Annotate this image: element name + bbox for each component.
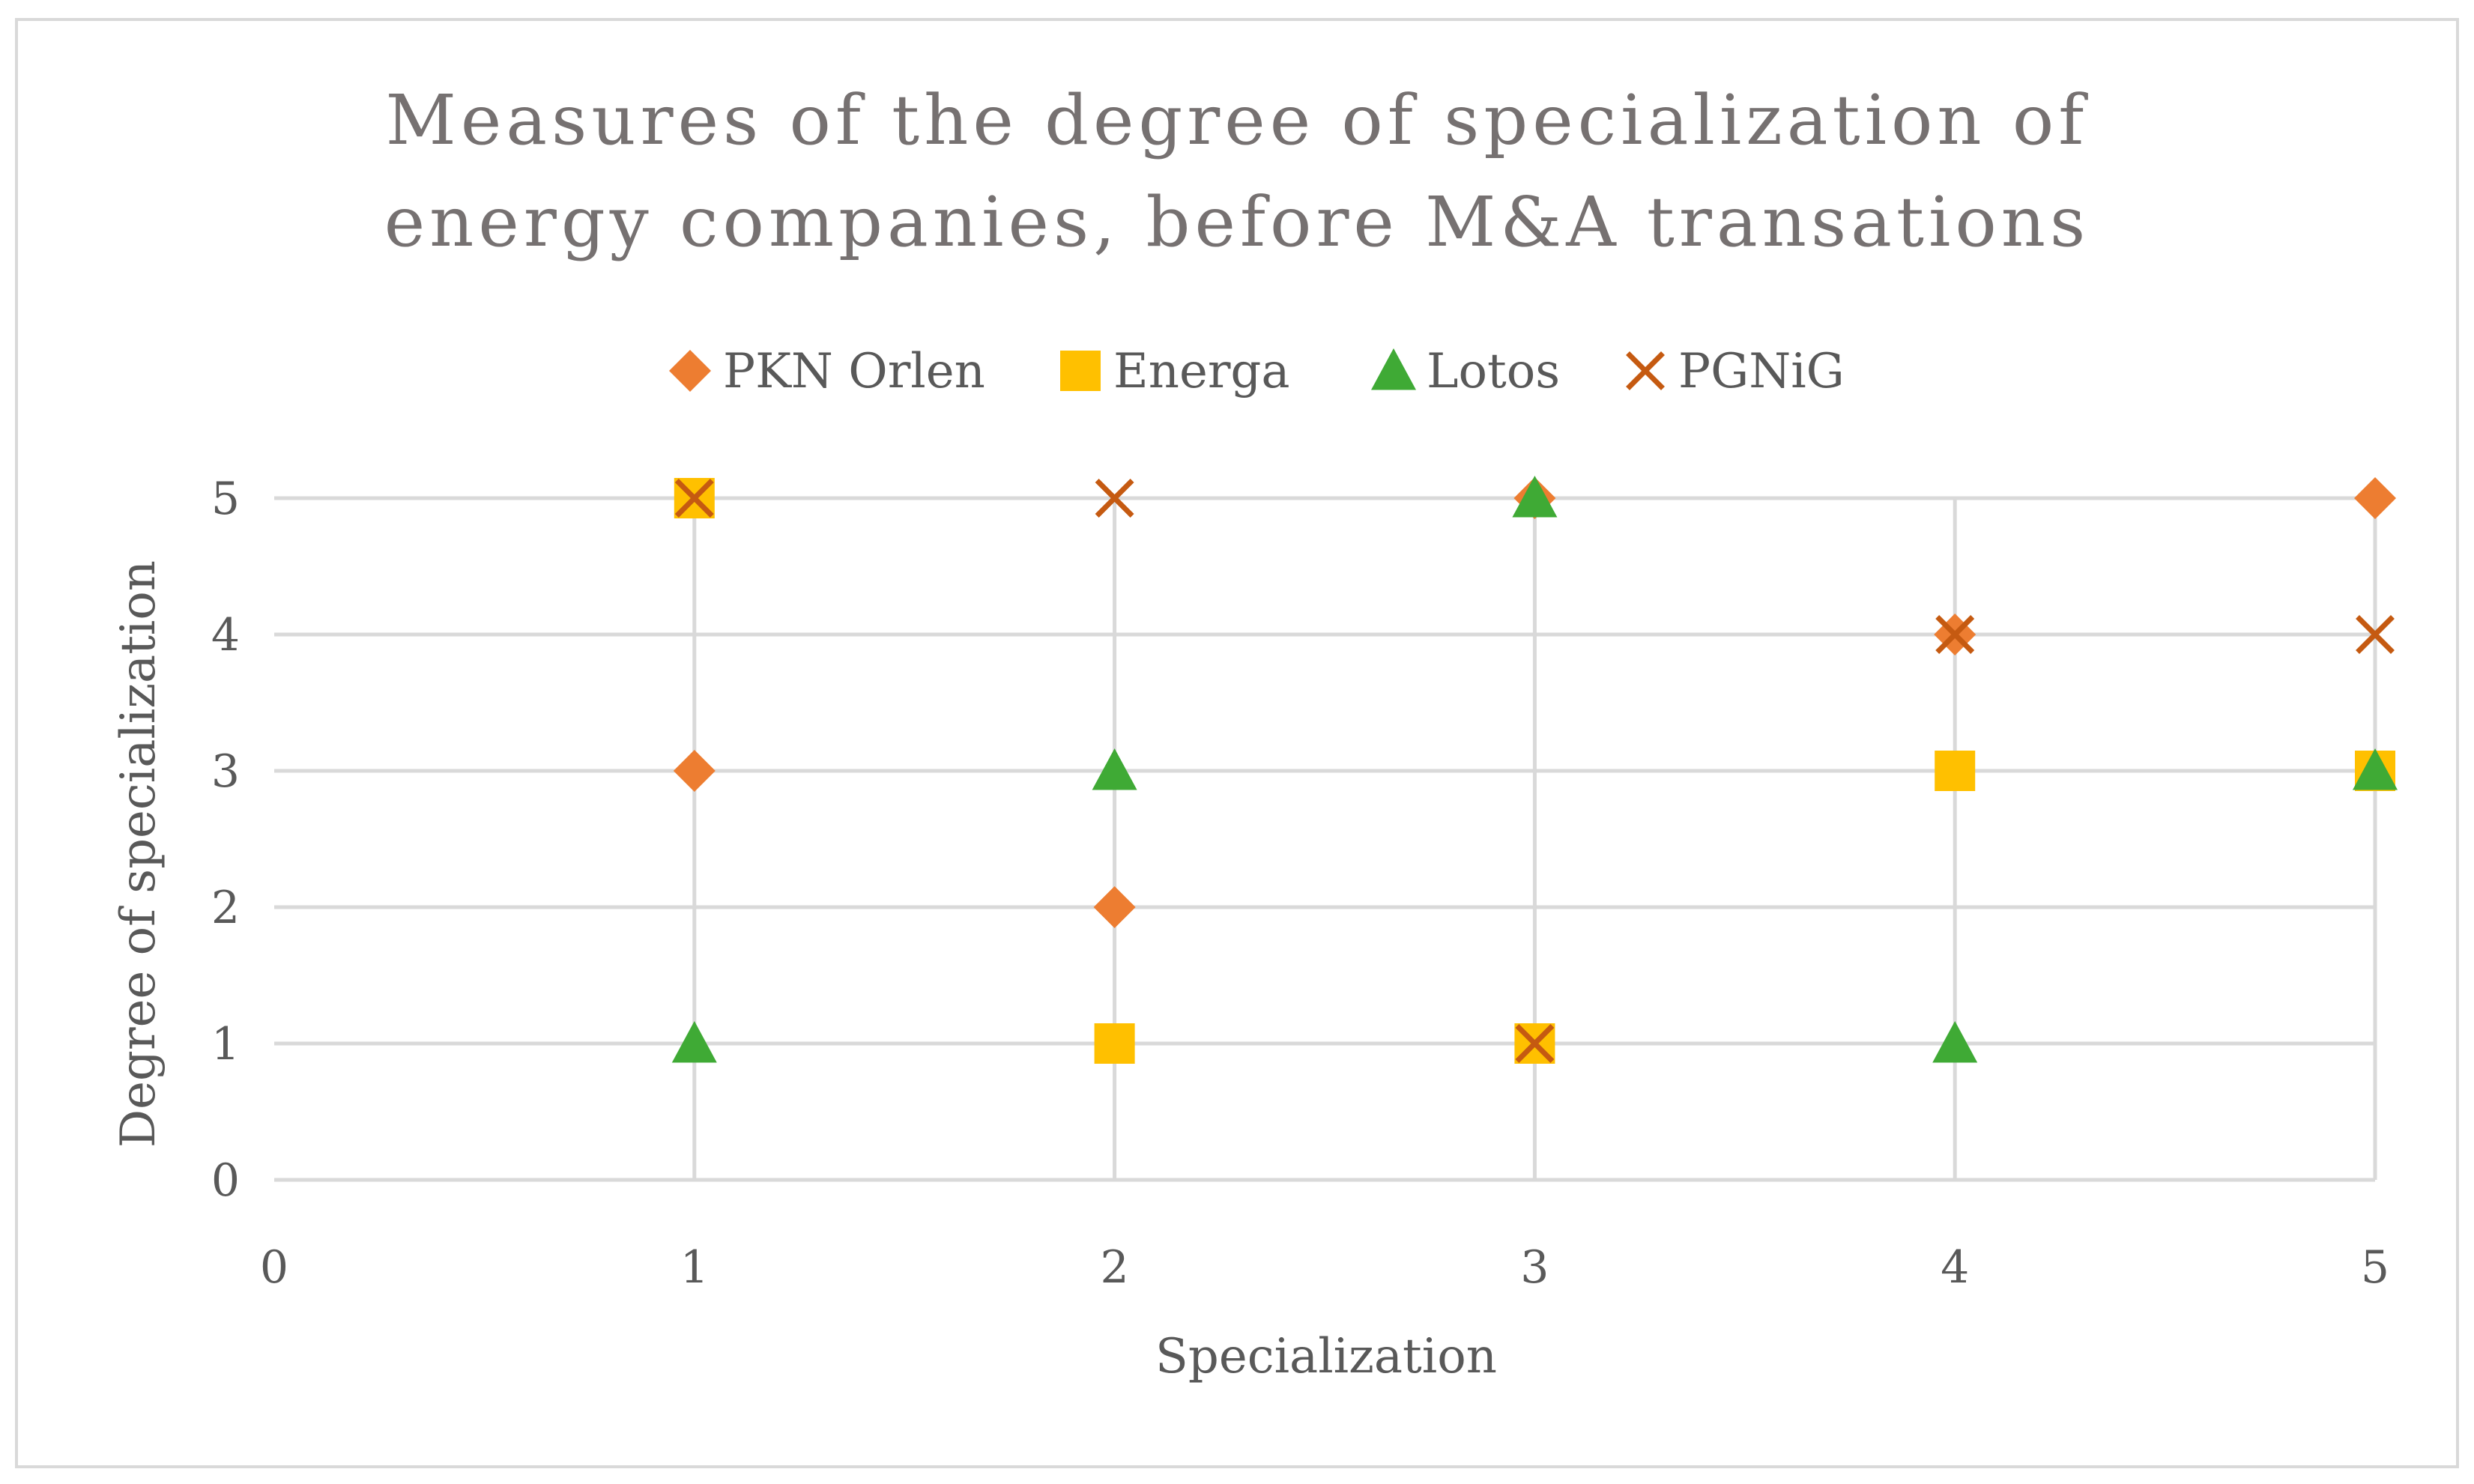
legend-label-pkn-orlen: PKN Orlen bbox=[723, 344, 985, 399]
chart-frame bbox=[15, 18, 2459, 1468]
x-tick-label: 1 bbox=[680, 1241, 709, 1294]
point-pgnig-5 bbox=[2356, 615, 2395, 654]
chart-title-line-2: energy companies, before M&A transations bbox=[384, 182, 2090, 262]
point-lotos-3 bbox=[1512, 476, 1558, 518]
y-tick-label: 3 bbox=[211, 745, 240, 798]
legend-marker-lotos bbox=[1371, 348, 1416, 390]
x-axis-title: Specialization bbox=[1155, 1329, 1497, 1384]
point-lotos-4 bbox=[1932, 1021, 1978, 1063]
legend-label-pgnig: PGNiG bbox=[1678, 344, 1845, 399]
point-pkn-orlen-5 bbox=[2354, 477, 2396, 519]
legend-marker-pgnig bbox=[1626, 351, 1665, 390]
y-tick-label: 0 bbox=[211, 1154, 240, 1207]
legend-item-energa: Energa bbox=[1060, 344, 1290, 399]
y-tick-label: 2 bbox=[211, 882, 240, 934]
point-lotos-2 bbox=[1092, 748, 1137, 790]
point-pgnig-1 bbox=[674, 479, 714, 518]
chart-title-line-1: Measures of the degree of specialization… bbox=[386, 80, 2089, 160]
x-tick-label: 0 bbox=[260, 1241, 288, 1294]
legend-label-energa: Energa bbox=[1113, 344, 1290, 399]
x-tick-label: 2 bbox=[1101, 1241, 1129, 1294]
point-energa-2 bbox=[1094, 1023, 1135, 1064]
x-tick-label: 3 bbox=[1520, 1241, 1549, 1294]
point-pkn-orlen-1 bbox=[673, 750, 716, 792]
point-pkn-orlen-2 bbox=[1093, 886, 1136, 928]
y-axis-title: Degree of specialization bbox=[111, 560, 166, 1148]
legend-label-lotos: Lotos bbox=[1427, 344, 1560, 399]
point-lotos-5 bbox=[2353, 748, 2398, 790]
point-pgnig-2 bbox=[1095, 479, 1134, 518]
y-tick-label: 4 bbox=[211, 609, 240, 661]
y-tick-label: 5 bbox=[211, 473, 240, 525]
legend: PKN Orlen Energa Lotos PGNiG bbox=[669, 344, 1845, 399]
legend-marker-pkn-orlen bbox=[669, 350, 711, 392]
point-pgnig-3 bbox=[1515, 1024, 1555, 1063]
gridlines bbox=[274, 496, 2377, 1182]
point-pgnig-4 bbox=[1935, 615, 1975, 654]
point-energa-4 bbox=[1935, 751, 1976, 791]
legend-marker-energa bbox=[1060, 351, 1101, 391]
x-tick-label: 5 bbox=[2361, 1241, 2389, 1294]
tick-labels: 0 1 2 3 4 5 0 1 2 3 4 5 bbox=[211, 473, 2389, 1294]
legend-item-lotos: Lotos bbox=[1371, 344, 1560, 399]
data-points bbox=[671, 476, 2398, 1064]
legend-item-pgnig: PGNiG bbox=[1626, 344, 1845, 399]
y-tick-label: 1 bbox=[211, 1018, 240, 1070]
point-lotos-1 bbox=[671, 1021, 717, 1063]
legend-item-pkn-orlen: PKN Orlen bbox=[669, 344, 985, 399]
x-tick-label: 4 bbox=[1941, 1241, 1969, 1294]
